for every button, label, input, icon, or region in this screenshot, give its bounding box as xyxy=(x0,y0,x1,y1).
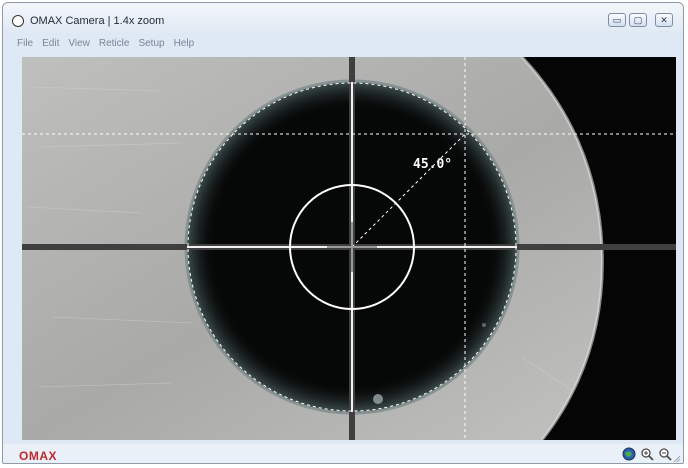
minimize-button[interactable]: ▭ xyxy=(608,13,626,27)
dust-speck xyxy=(373,394,383,404)
title-bar[interactable]: OMAX Camera | 1.4x zoom ▭ ▢ ✕ xyxy=(3,3,683,35)
menu-file[interactable]: File xyxy=(17,38,34,49)
menu-setup[interactable]: Setup xyxy=(138,38,165,49)
resize-grip-icon[interactable] xyxy=(673,455,681,463)
angle-readout: 45.0° xyxy=(413,157,452,172)
app-icon[interactable] xyxy=(12,15,24,27)
measure-circle-outer xyxy=(187,82,517,412)
close-button[interactable]: ✕ xyxy=(655,13,673,27)
zoom-out-icon[interactable] xyxy=(658,447,672,461)
zoom-in-icon[interactable] xyxy=(640,447,654,461)
status-bar: OMAX xyxy=(3,444,683,463)
menu-reticle[interactable]: Reticle xyxy=(98,38,130,49)
camera-window: OMAX Camera | 1.4x zoom ▭ ▢ ✕ File Edit … xyxy=(2,2,684,464)
reticle-center-ticks xyxy=(327,222,377,272)
camera-view[interactable]: 45.0° xyxy=(22,57,676,440)
globe-icon[interactable] xyxy=(622,447,636,461)
maximize-button[interactable]: ▢ xyxy=(629,13,647,27)
menu-edit[interactable]: Edit xyxy=(42,38,60,49)
camera-feed: 45.0° xyxy=(22,57,676,440)
window-title: OMAX Camera | 1.4x zoom xyxy=(30,15,165,27)
menu-help[interactable]: Help xyxy=(173,38,195,49)
reticle-center-circle xyxy=(289,184,415,310)
menu-bar: File Edit View Reticle Setup Help xyxy=(17,38,194,54)
omax-logo: OMAX xyxy=(19,449,57,463)
angle-line xyxy=(351,133,466,248)
menu-view[interactable]: View xyxy=(68,38,90,49)
dust-speck xyxy=(482,323,486,327)
dark-background xyxy=(522,57,676,440)
